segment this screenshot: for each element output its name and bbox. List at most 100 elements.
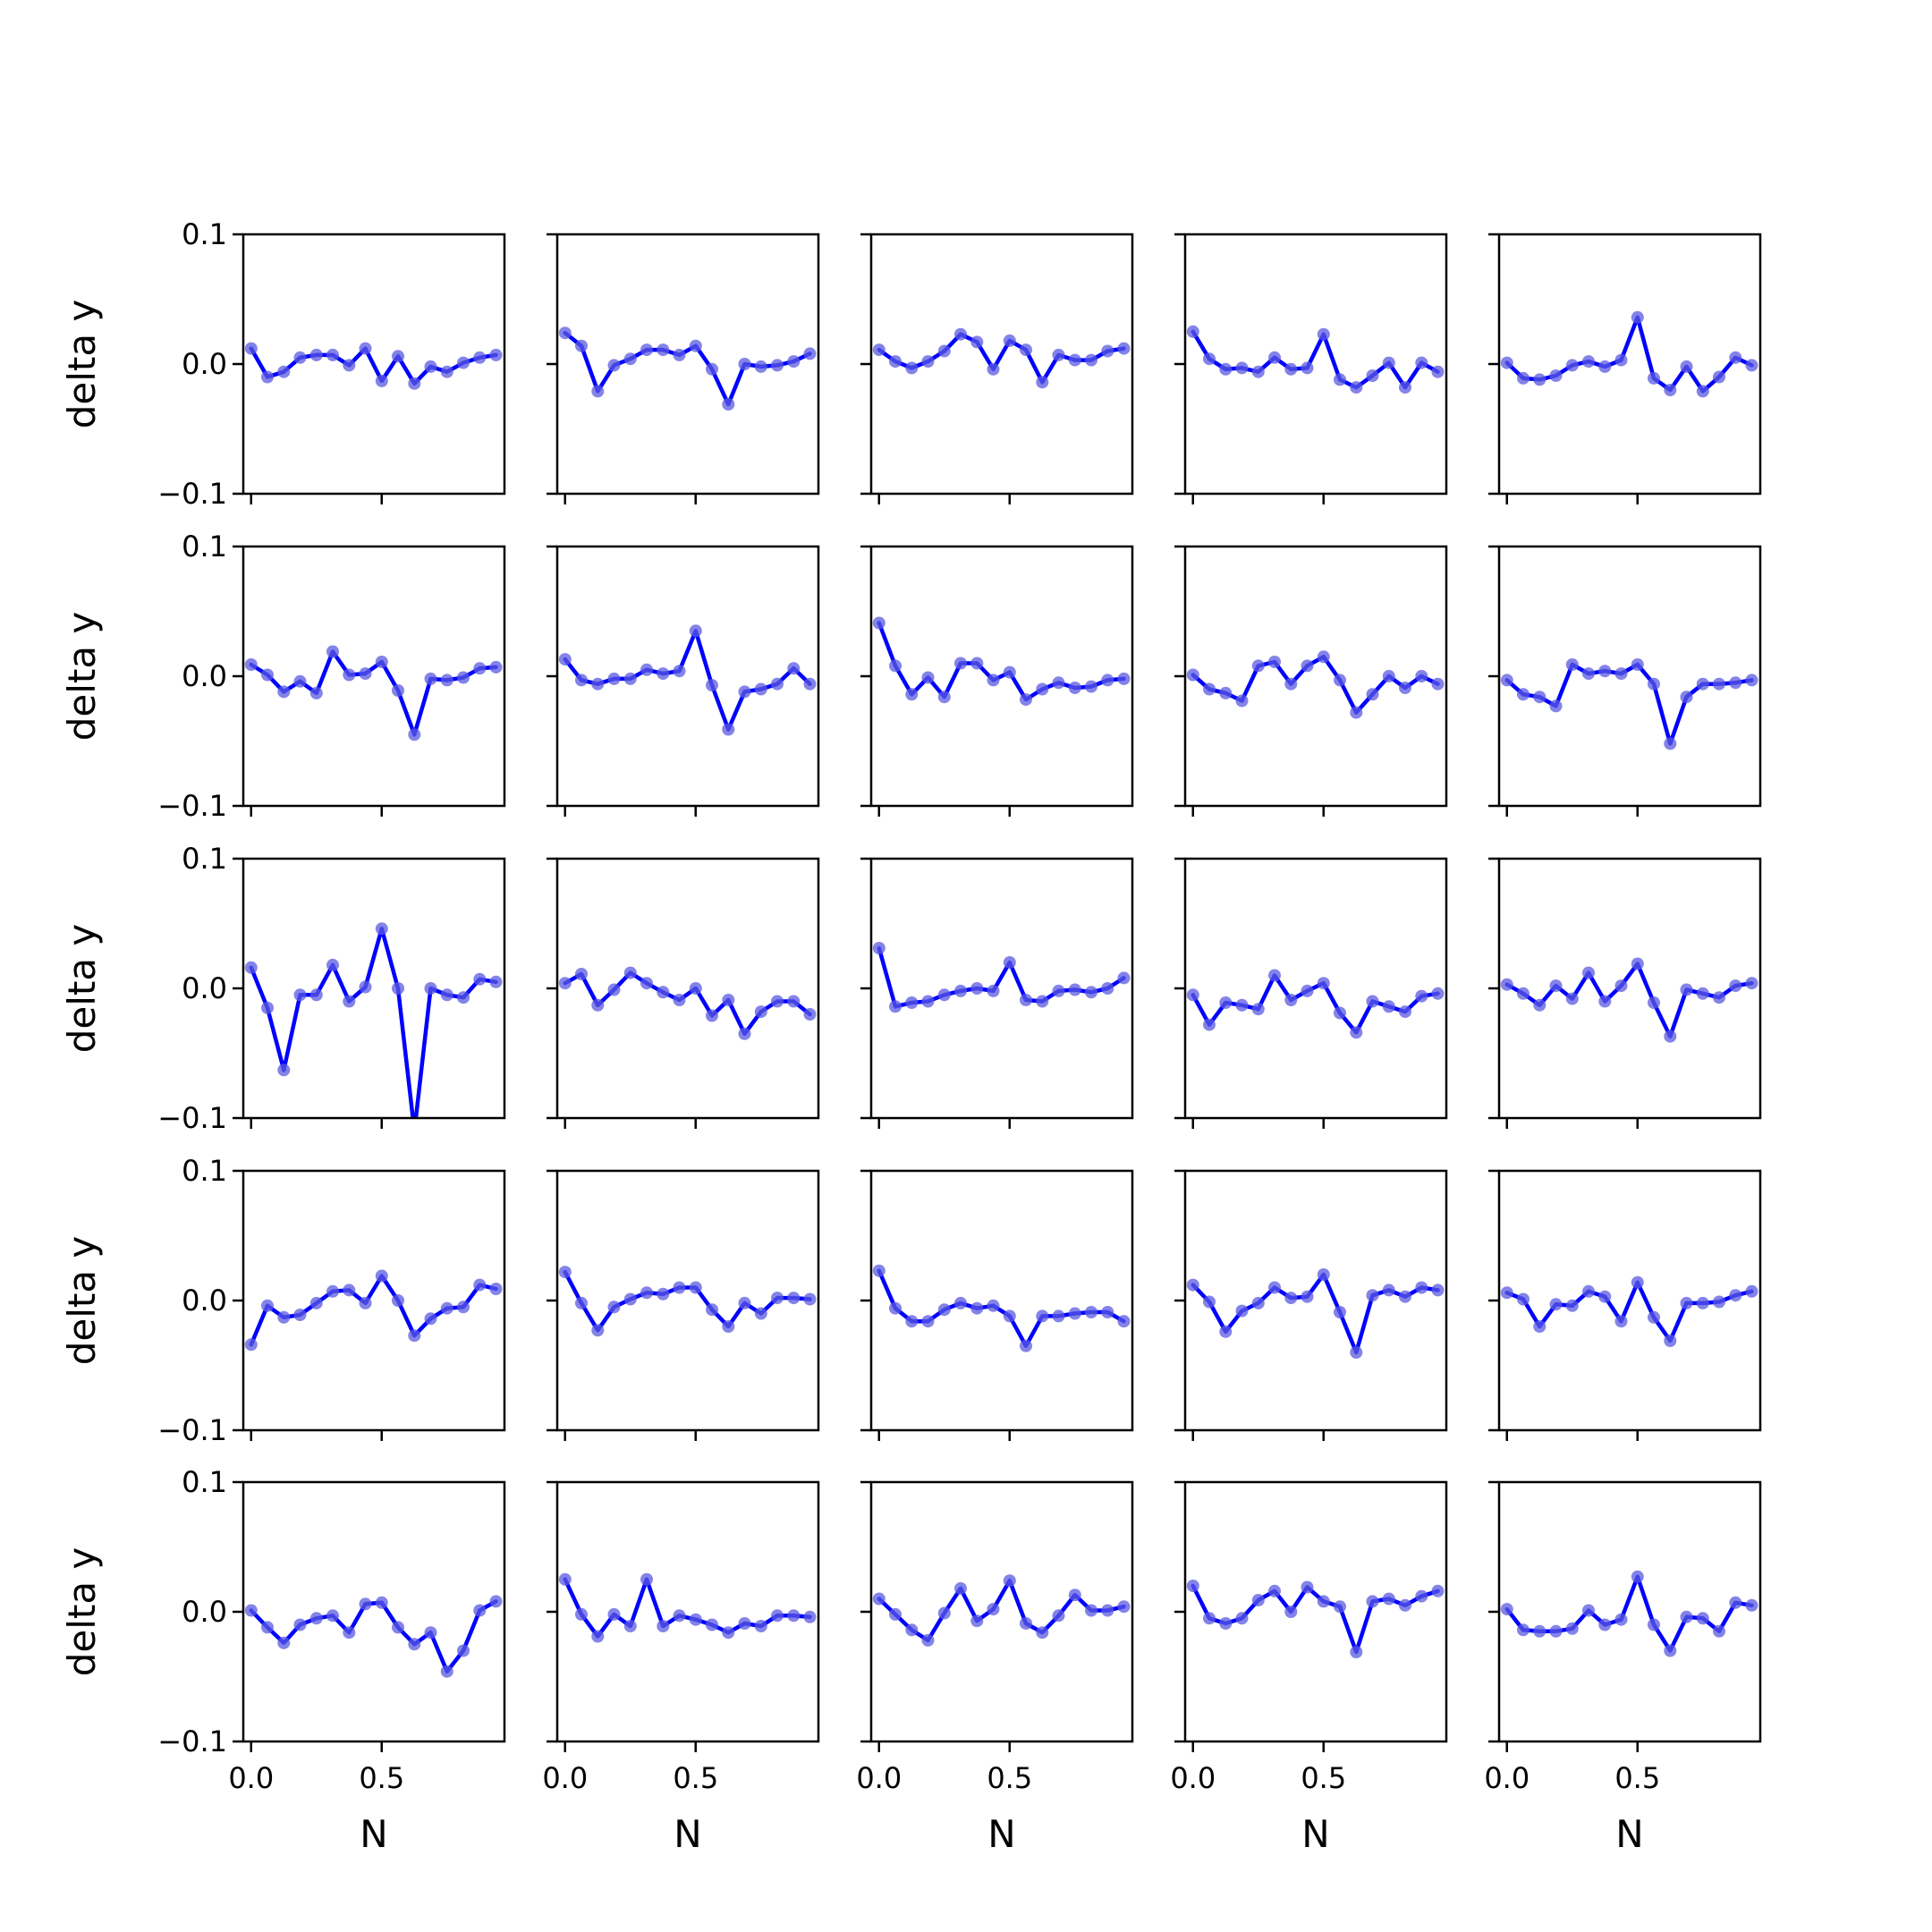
panel-series	[558, 624, 817, 736]
data-point	[575, 339, 588, 352]
data-point	[1713, 991, 1725, 1004]
data-point	[1186, 325, 1199, 338]
series-line	[563, 1269, 812, 1333]
data-point	[1284, 1606, 1298, 1618]
data-point	[1052, 1609, 1065, 1623]
data-point	[575, 1296, 588, 1309]
data-point	[1350, 1026, 1363, 1039]
data-point	[1517, 688, 1530, 701]
series-line	[563, 1577, 812, 1639]
data-point	[343, 359, 356, 372]
data-point	[1582, 1284, 1595, 1298]
data-point	[1117, 1600, 1131, 1614]
data-point	[872, 616, 886, 630]
data-point	[722, 723, 735, 736]
panel-series	[558, 326, 817, 411]
data-point	[1334, 373, 1346, 386]
data-point	[754, 1005, 767, 1019]
x-tick-label: 0.0	[542, 1761, 588, 1795]
data-point	[1565, 658, 1579, 671]
x-axis-label: N	[674, 1812, 701, 1856]
data-point	[591, 1630, 605, 1643]
data-point	[706, 362, 718, 376]
data-point	[408, 1329, 421, 1343]
data-point	[1334, 674, 1346, 687]
data-point	[1745, 674, 1758, 687]
data-point	[1415, 670, 1428, 682]
data-point	[1500, 1603, 1513, 1616]
data-point	[754, 360, 767, 373]
data-point	[1117, 342, 1131, 355]
data-point	[657, 1620, 670, 1632]
data-point	[987, 362, 1000, 376]
data-point	[1696, 677, 1709, 691]
data-point	[673, 348, 686, 361]
data-point	[921, 1633, 935, 1647]
data-point	[771, 677, 784, 691]
series-line	[1504, 315, 1754, 394]
panel-3-5	[1488, 857, 1762, 1129]
data-point	[1203, 352, 1216, 366]
y-tick-label: 0.1	[182, 217, 227, 251]
data-point	[1301, 984, 1314, 997]
data-point	[1219, 1325, 1233, 1338]
data-point	[1219, 1617, 1233, 1630]
series-line	[1191, 1272, 1440, 1355]
data-point	[987, 674, 1000, 687]
data-point	[244, 961, 258, 974]
data-point	[1052, 984, 1065, 997]
data-point	[1317, 650, 1330, 664]
data-point	[803, 1008, 817, 1021]
data-point	[440, 988, 453, 1002]
data-point	[440, 365, 453, 378]
y-tick-label: 0.1	[182, 842, 227, 876]
data-point	[771, 995, 784, 1008]
data-point	[392, 1294, 404, 1307]
panel-series	[1500, 1570, 1758, 1657]
data-point	[987, 984, 1000, 997]
data-point	[1219, 996, 1233, 1009]
data-point	[738, 1296, 751, 1309]
data-point	[244, 342, 258, 355]
data-point	[1117, 672, 1131, 685]
data-point	[754, 682, 767, 696]
data-point	[489, 1283, 503, 1295]
data-point	[738, 1617, 751, 1630]
data-point	[558, 1266, 572, 1279]
data-point	[1533, 1624, 1546, 1638]
y-tick-label: 0.1	[182, 1465, 227, 1499]
panel-1-2	[547, 233, 820, 504]
data-point	[1549, 369, 1563, 382]
data-point	[408, 728, 421, 741]
data-point	[787, 1609, 801, 1623]
x-tick-label: 0.5	[1301, 1761, 1346, 1795]
data-point	[457, 356, 470, 369]
data-point	[607, 983, 621, 996]
data-point	[1101, 982, 1114, 995]
panel-series	[872, 1264, 1131, 1352]
data-point	[326, 1609, 339, 1623]
data-point	[954, 984, 967, 997]
data-point	[1582, 1604, 1595, 1617]
x-axis-label: N	[1615, 1812, 1643, 1856]
data-point	[1203, 1018, 1216, 1031]
data-point	[1648, 1310, 1660, 1324]
data-point	[1664, 737, 1677, 750]
data-point	[706, 679, 718, 692]
panel-series	[1186, 325, 1445, 394]
data-point	[1317, 977, 1330, 990]
data-point	[1186, 1580, 1199, 1592]
data-point	[1648, 371, 1660, 385]
y-axis-label: delta y	[60, 300, 104, 429]
data-point	[1020, 1617, 1032, 1630]
data-point	[1517, 987, 1530, 1000]
data-point	[1036, 1309, 1049, 1323]
data-point	[1117, 971, 1131, 985]
series-line	[249, 649, 498, 737]
x-tick-label: 0.0	[1170, 1761, 1216, 1795]
panel-1-5	[1488, 233, 1762, 504]
data-point	[1533, 373, 1546, 386]
data-point	[359, 342, 372, 355]
data-point	[1317, 1595, 1330, 1608]
